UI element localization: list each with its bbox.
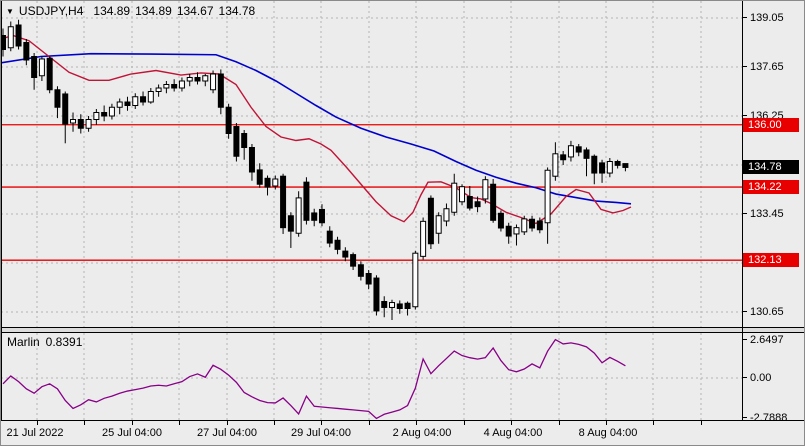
symbol-marker-icon: ▼ xyxy=(6,7,14,16)
symbol-period-label: USDJPY,H4 xyxy=(18,4,84,18)
quote-high: 134.89 xyxy=(135,4,172,18)
time-tick xyxy=(511,421,512,425)
current-price-label: 134.78 xyxy=(743,160,799,175)
time-tick xyxy=(416,421,417,425)
time-tick xyxy=(227,421,228,425)
indicator-label: Marlin 0.8391 xyxy=(7,335,82,349)
quote-open: 134.89 xyxy=(93,4,131,18)
time-tick xyxy=(37,421,38,425)
indicator-canvas[interactable] xyxy=(1,333,742,420)
price-tick-label: 137.65 xyxy=(743,60,784,74)
quote-close: 134.78 xyxy=(218,4,256,18)
time-tick xyxy=(132,421,133,425)
indicator-tick-label: -2.7888 xyxy=(743,411,787,425)
main-chart-panel[interactable]: ▼ USDJPY,H4 134.89 134.89 134.67 134.78 xyxy=(1,1,742,327)
level-price-label: 136.00 xyxy=(743,117,799,132)
price-axis-line xyxy=(742,1,743,421)
indicator-name: Marlin xyxy=(7,335,40,349)
time-tick xyxy=(464,421,465,425)
indicator-panel[interactable]: Marlin 0.8391 xyxy=(1,333,742,420)
time-label: 21 Jul 2022 xyxy=(6,427,64,439)
time-tick xyxy=(321,421,322,425)
time-tick xyxy=(701,421,702,425)
time-tick xyxy=(653,421,654,425)
time-label: 29 Jul 04:00 xyxy=(291,427,351,439)
plot-left-border xyxy=(1,1,2,421)
main-chart-canvas[interactable] xyxy=(1,1,742,327)
time-label: 8 Aug 04:00 xyxy=(578,427,638,439)
time-axis-line xyxy=(1,420,804,421)
time-label: 27 Jul 04:00 xyxy=(197,427,257,439)
time-tick xyxy=(559,421,560,425)
time-tick xyxy=(606,421,607,425)
indicator-tick-label: 0.00 xyxy=(743,371,771,385)
symbol-info: ▼ USDJPY,H4 134.89 134.89 134.67 134.78 xyxy=(6,4,260,18)
time-tick xyxy=(369,421,370,425)
quote-low: 134.67 xyxy=(176,4,214,18)
time-label: 25 Jul 04:00 xyxy=(102,427,162,439)
time-tick xyxy=(274,421,275,425)
level-price-label: 132.13 xyxy=(743,253,799,268)
time-tick xyxy=(179,421,180,425)
price-tick-label: 130.65 xyxy=(743,305,784,319)
price-tick-label: 133.45 xyxy=(743,207,784,221)
time-label: 2 Aug 04:00 xyxy=(392,427,452,439)
time-label: 4 Aug 04:00 xyxy=(483,427,543,439)
indicator-tick-label: 2.6497 xyxy=(743,333,784,347)
time-axis[interactable]: 21 Jul 2022 25 Jul 04:00 27 Jul 04:00 29 Ju… xyxy=(1,421,804,445)
price-axis[interactable]: 139.05 137.65 136.25 133.45 130.65 2.6497 0.00… xyxy=(743,1,804,424)
indicator-value: 0.8391 xyxy=(45,335,83,349)
panel-separator[interactable] xyxy=(1,327,804,333)
price-tick-label: 139.05 xyxy=(743,11,784,25)
time-tick xyxy=(84,421,85,425)
level-price-label: 134.22 xyxy=(743,180,799,195)
